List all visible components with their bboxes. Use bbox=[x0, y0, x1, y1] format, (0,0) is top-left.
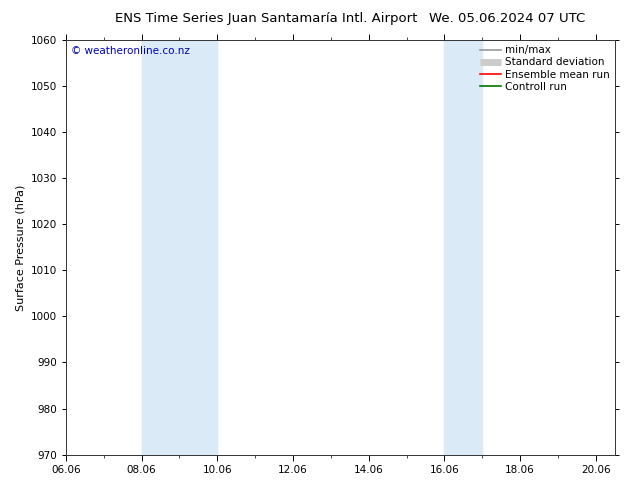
Text: ENS Time Series Juan Santamaría Intl. Airport: ENS Time Series Juan Santamaría Intl. Ai… bbox=[115, 12, 417, 25]
Bar bbox=[444, 40, 482, 455]
Text: We. 05.06.2024 07 UTC: We. 05.06.2024 07 UTC bbox=[429, 12, 585, 25]
Bar bbox=[141, 40, 217, 455]
Text: © weatheronline.co.nz: © weatheronline.co.nz bbox=[71, 47, 190, 56]
Legend: min/max, Standard deviation, Ensemble mean run, Controll run: min/max, Standard deviation, Ensemble me… bbox=[480, 46, 610, 92]
Y-axis label: Surface Pressure (hPa): Surface Pressure (hPa) bbox=[15, 184, 25, 311]
